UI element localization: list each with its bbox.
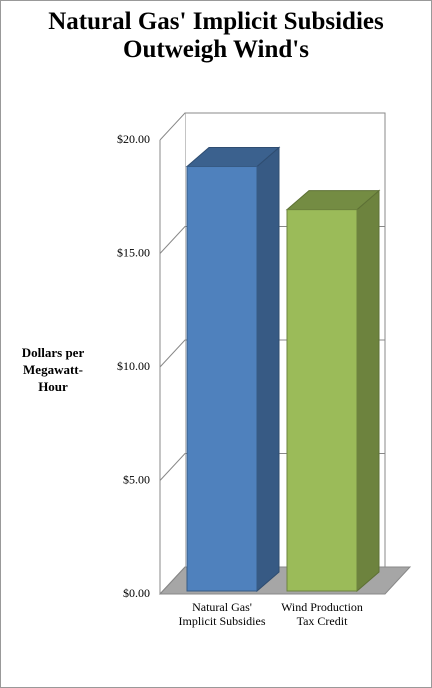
x-tick-label: Wind Production Tax Credit [281, 600, 363, 628]
x-tick-label: Natural Gas' Implicit Subsidies [178, 600, 266, 628]
y-tick-label: $5.00 [123, 472, 150, 486]
bar-side [356, 189, 380, 593]
y-tick-label: $20.00 [117, 132, 150, 146]
chart-title: Natural Gas' Implicit Subsidies Outweigh… [48, 8, 384, 63]
y-axis-title: Dollars per Megawatt-Hour [21, 345, 85, 394]
bar [286, 209, 358, 592]
y-tick-label: $0.00 [123, 586, 150, 600]
y-tick-label: $10.00 [117, 359, 150, 373]
bar [186, 166, 258, 592]
grid-line [159, 112, 385, 141]
bar-side [256, 146, 280, 593]
y-tick-label: $15.00 [117, 245, 150, 259]
